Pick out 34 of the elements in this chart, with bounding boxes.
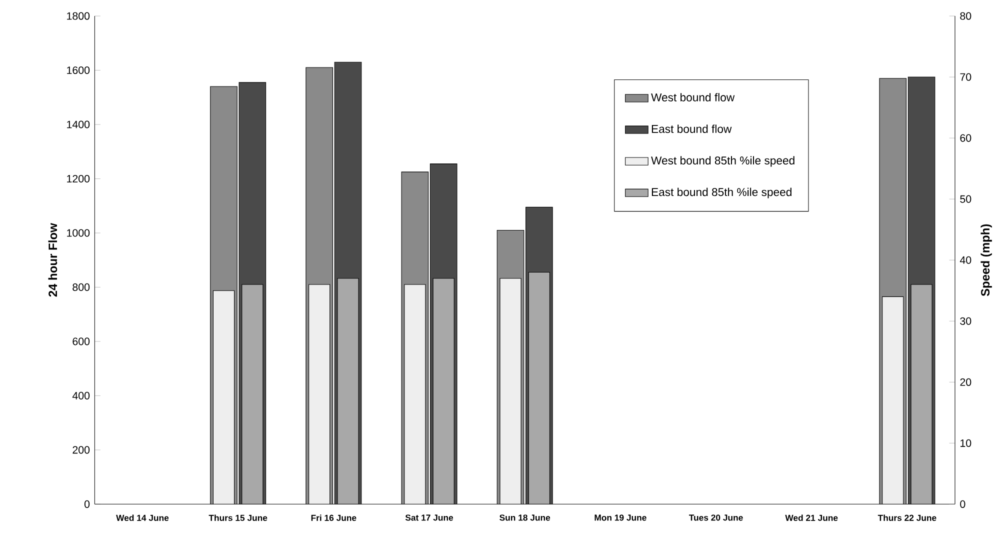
y2-tick-label: 20 (960, 378, 972, 386)
y-tick-label: 1800 (67, 12, 90, 20)
y-tick-label: 600 (72, 338, 90, 346)
y2-tick-label: 80 (960, 12, 972, 20)
legend-label: East bound 85th %ile speed (652, 188, 792, 199)
y2-tick-label: 50 (960, 196, 972, 204)
y-tick-label: 400 (72, 392, 90, 400)
legend-label: West bound 85th %ile speed (651, 156, 794, 167)
y2-tick-label: 10 (960, 440, 972, 448)
y-tick-label: 1200 (67, 175, 90, 183)
x-tick-label: Wed 14 June (116, 514, 169, 522)
y-tick-label: 1600 (67, 66, 90, 74)
y-tick-label: 200 (72, 446, 90, 454)
y-tick-label: 0 (84, 500, 90, 508)
x-tick-label: Thurs 15 June (208, 514, 268, 522)
y2-tick-label: 40 (960, 256, 972, 264)
y2-axis-title: Speed (mph) (980, 224, 992, 296)
y-tick-label: 1000 (67, 229, 90, 237)
x-tick-label: Fri 16 June (311, 514, 356, 522)
y2-tick-label: 60 (960, 134, 972, 142)
y-tick-label: 800 (72, 284, 90, 292)
legend-label: West bound flow (651, 93, 735, 102)
x-tick-label: Sun 18 June (500, 514, 550, 521)
y-tick-label: 1400 (67, 120, 90, 128)
x-tick-label: Thurs 22 June (878, 514, 936, 522)
x-tick-label: Mon 19 June (594, 514, 646, 521)
x-tick-label: Sat 17 June (405, 514, 454, 521)
legend-label: East bound flow (652, 124, 732, 134)
x-tick-label: Tues 20 June (688, 514, 743, 521)
x-tick-label: Wed 21 June (785, 514, 838, 522)
y2-tick-label: 30 (960, 318, 972, 326)
y2-tick-label: 70 (960, 73, 972, 82)
y2-tick-label: 0 (960, 500, 966, 508)
y-axis-title: 24 hour Flow (48, 223, 58, 297)
